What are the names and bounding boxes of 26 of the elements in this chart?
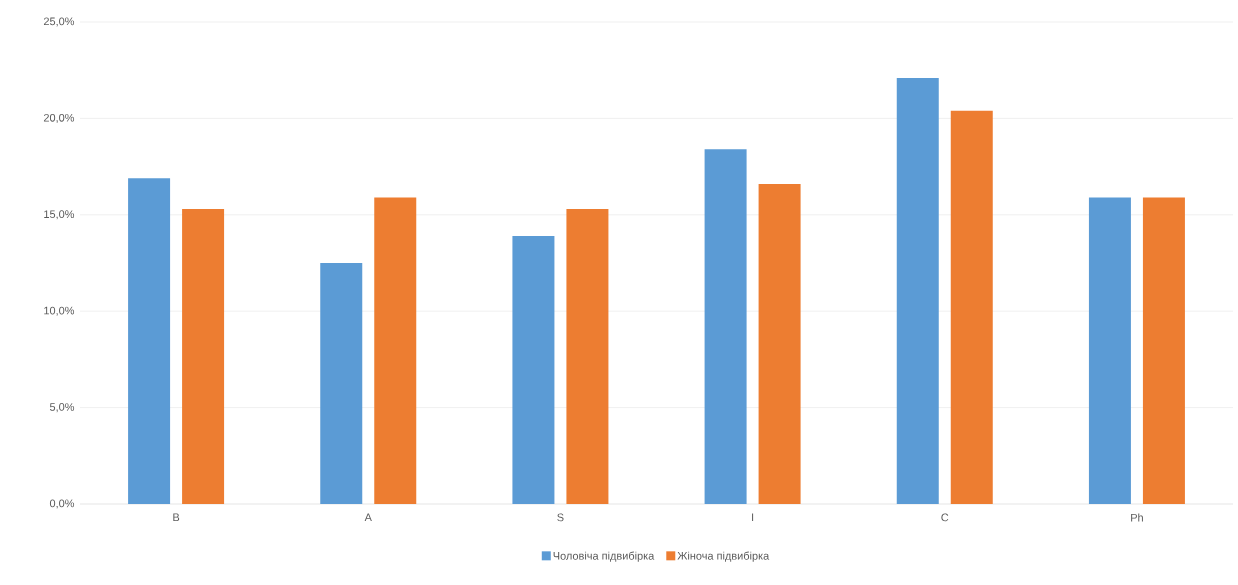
bar (950, 110, 993, 504)
x-tick-label: I (752, 513, 754, 522)
x-tick-label: S (557, 513, 564, 522)
bar (896, 77, 939, 504)
bar (566, 209, 609, 504)
x-tick-label: C (941, 513, 949, 522)
y-tick-label: 0,0% (49, 499, 75, 509)
bar (512, 236, 555, 504)
x-tick-label: A (364, 513, 372, 522)
x-tick-label: B (173, 513, 180, 522)
y-tick-label: 20,0% (43, 113, 75, 123)
y-tick-label: 25,0% (43, 17, 75, 27)
bar (320, 263, 363, 504)
legend-label: Жіноча підвибірка (677, 551, 770, 562)
y-tick-label: 5,0% (49, 403, 75, 413)
bar (1088, 197, 1131, 504)
x-tick-label: Ph (1131, 513, 1143, 522)
bar (758, 183, 801, 504)
bar (182, 209, 225, 504)
y-tick-label: 10,0% (44, 306, 75, 316)
bar (128, 178, 171, 504)
bar (1142, 197, 1185, 504)
legend-label: Чоловіча підвибірка (553, 551, 655, 562)
bar (704, 149, 747, 504)
bar (374, 197, 417, 504)
y-tick-label: 15,0% (44, 210, 75, 220)
